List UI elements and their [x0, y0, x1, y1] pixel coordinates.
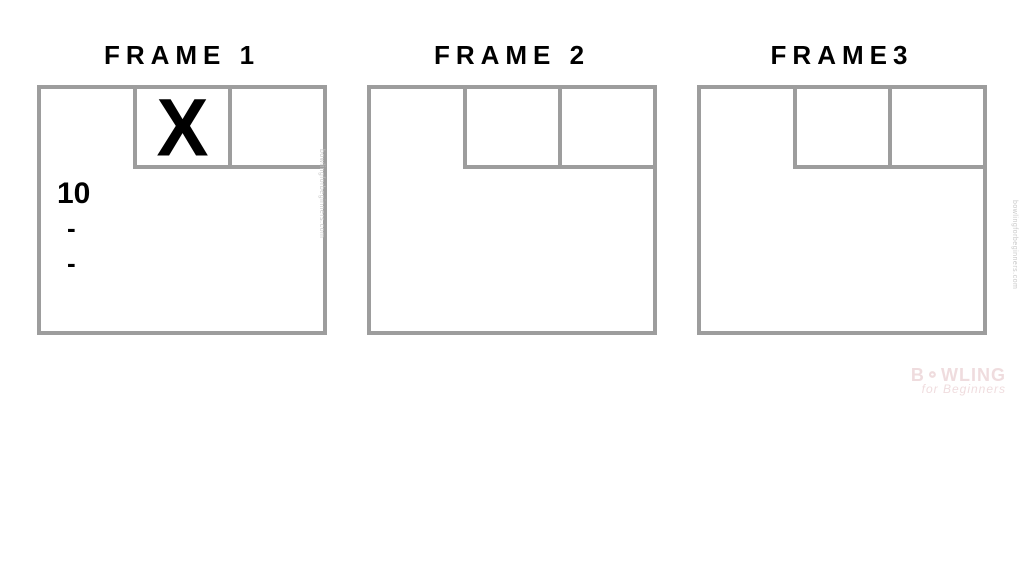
strike-icon: X — [156, 86, 208, 168]
frame-1-score-line-1: - — [57, 213, 90, 244]
frame-2-title: FRAME 2 — [434, 40, 590, 71]
frame-3-throws — [793, 89, 983, 169]
vertical-watermark-1: bowlingforbeginners.com — [318, 149, 325, 238]
frame-2: FRAME 2 — [367, 40, 657, 335]
frame-3: FRAME3 — [697, 40, 987, 335]
frame-3-box — [697, 85, 987, 335]
frame-1-title: FRAME 1 — [104, 40, 260, 71]
vertical-watermark-2: bowlingforbeginners.com — [1011, 200, 1018, 289]
frame-1-score: 10 - - — [57, 179, 90, 279]
frame-1-score-line-0: 10 — [57, 179, 90, 209]
frame-3-title: FRAME3 — [771, 40, 914, 71]
watermark-line2: for Beginners — [911, 382, 1006, 396]
frame-2-throw-1 — [463, 89, 558, 169]
frame-2-throw-2 — [558, 89, 653, 169]
frame-1: FRAME 1 X 10 - - bowlingforbeginners.com — [37, 40, 327, 335]
frame-1-score-line-2: - — [57, 248, 90, 279]
frame-1-throw-2 — [228, 89, 323, 169]
watermark-logo: B⚬WLING for Beginners — [911, 365, 1006, 396]
frames-row: FRAME 1 X 10 - - bowlingforbeginners.com… — [0, 0, 1024, 335]
frame-3-throw-2 — [888, 89, 983, 169]
frame-1-throws: X — [133, 89, 323, 169]
frame-3-throw-1 — [793, 89, 888, 169]
frame-2-throws — [463, 89, 653, 169]
frame-1-throw-1: X — [133, 89, 228, 169]
frame-1-box: X 10 - - bowlingforbeginners.com — [37, 85, 327, 335]
frame-2-box — [367, 85, 657, 335]
